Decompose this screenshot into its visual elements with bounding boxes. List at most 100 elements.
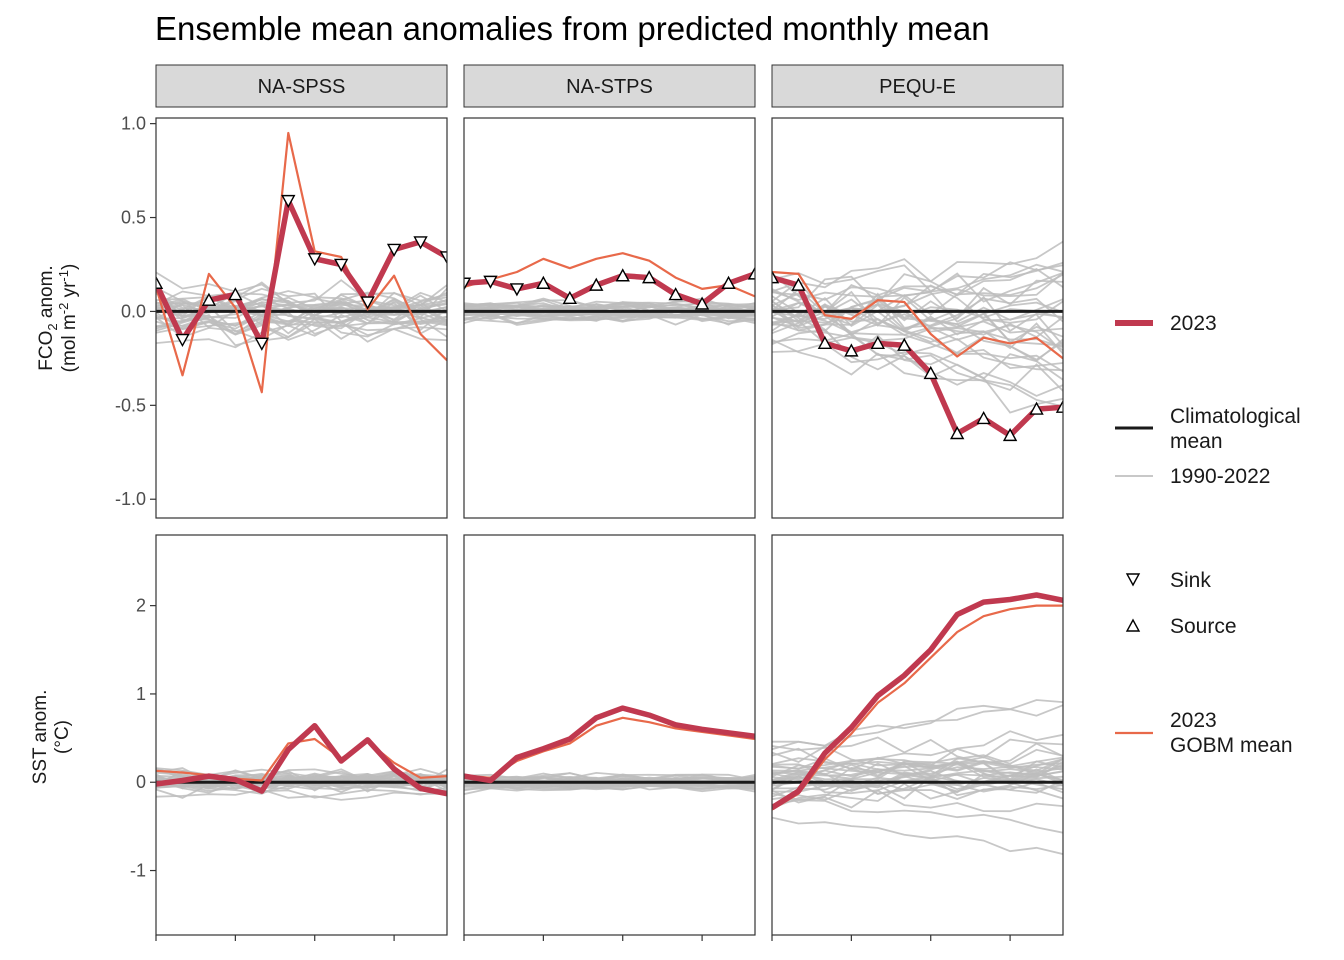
svg-text:FCO2 anom.: FCO2 anom. xyxy=(36,265,60,370)
source-marker xyxy=(791,277,806,291)
background-year-line xyxy=(772,779,1063,809)
background-year-line xyxy=(772,738,1063,786)
background-year-line xyxy=(772,799,1063,834)
sink-marker xyxy=(483,275,498,289)
svg-text:(mol m-2 yr-1): (mol m-2 yr-1) xyxy=(56,264,80,373)
background-year-line xyxy=(772,338,1063,408)
source-marker xyxy=(747,266,755,280)
fco2-unit-prefix: (mol m xyxy=(59,314,80,372)
sink-marker xyxy=(439,251,447,265)
source-marker xyxy=(228,287,243,301)
background-year-line xyxy=(772,267,1063,312)
legend-sink-label: Sink xyxy=(1170,569,1211,592)
fco2-unit-sup1: -2 xyxy=(56,303,71,315)
panel-border xyxy=(771,534,1064,936)
background-year-line xyxy=(464,772,755,781)
series-2023-line xyxy=(772,274,1063,439)
source-marker xyxy=(721,275,736,289)
panel-na-stps-fco2 xyxy=(463,117,756,519)
gobm-mean-line xyxy=(464,252,755,298)
source-marker xyxy=(668,287,683,301)
source-marker xyxy=(870,335,885,350)
source-marker xyxy=(536,275,551,289)
background-year-line xyxy=(156,290,447,317)
legend-climatology-label-2: mean xyxy=(1170,430,1223,453)
background-year-line xyxy=(772,292,1063,329)
source-marker xyxy=(817,335,833,350)
background-year-line xyxy=(772,816,1063,855)
background-year-line xyxy=(156,311,447,335)
panel-na-stps-sst xyxy=(463,534,756,936)
background-year-line xyxy=(772,301,1063,331)
legend-gobm-label-1: 2023 xyxy=(1170,709,1217,732)
strip-na-stps-label: NA-STPS xyxy=(566,76,653,98)
panel-border xyxy=(155,117,448,519)
sink-marker xyxy=(254,337,269,351)
source-marker xyxy=(589,277,604,291)
fco2-title-prefix: FCO xyxy=(36,331,57,371)
fco2-unit-mid: yr xyxy=(59,281,80,303)
fco2-title-sub: 2 xyxy=(45,323,60,330)
legend-gobm-label-2: GOBM mean xyxy=(1170,734,1293,757)
source-marker xyxy=(976,411,991,425)
y-tick-label: 0.5 xyxy=(121,208,146,228)
strip-na-spss-label: NA-SPSS xyxy=(258,76,346,98)
source-marker xyxy=(642,270,657,284)
sst-title: SST anom. xyxy=(30,690,51,785)
sst-axis-title: SST anom. (°C) xyxy=(30,690,73,785)
strip-pequ-e-box xyxy=(771,64,1064,108)
legend-climatology-label-1: Climatological xyxy=(1170,405,1301,428)
x-axis-ticks xyxy=(155,935,1011,941)
strip-pequ-e-label: PEQU-E xyxy=(879,76,956,98)
source-marker xyxy=(897,337,912,351)
panel-border xyxy=(771,117,1064,519)
source-marker xyxy=(615,268,630,282)
background-year-line xyxy=(156,300,447,331)
background-year-line xyxy=(156,271,447,311)
fco2-axis-title: FCO2 anom. (mol m-2 yr-1) xyxy=(36,264,80,373)
sink-marker xyxy=(386,243,402,257)
y-tick-label: 1.0 xyxy=(121,114,146,134)
sst-unit: (°C) xyxy=(52,720,73,754)
panel-na-spss-fco2 xyxy=(155,117,448,519)
sink-marker xyxy=(509,283,525,297)
fco2-unit-sup2: -1 xyxy=(56,270,71,282)
fco2-unit-suffix: ) xyxy=(59,264,80,270)
source-marker xyxy=(1002,427,1018,442)
source-marker xyxy=(1029,401,1044,415)
series-2023-line xyxy=(464,271,755,307)
legend-sink-icon xyxy=(1125,573,1141,587)
panels xyxy=(155,117,1064,936)
fco2-title-suffix: anom. xyxy=(36,265,57,323)
background-year-line xyxy=(772,699,1063,751)
background-year-line xyxy=(772,779,1063,800)
background-year-line xyxy=(156,316,447,342)
source-marker xyxy=(156,275,164,289)
legend-source-label: Source xyxy=(1170,615,1237,638)
y-tick-label: 2 xyxy=(136,596,146,616)
sink-marker xyxy=(464,277,472,291)
panel-plot-area xyxy=(464,252,755,326)
legend-2023-label: 2023 xyxy=(1170,312,1217,335)
y-tick-label: -0.5 xyxy=(115,395,146,415)
source-marker xyxy=(562,290,577,304)
source-marker xyxy=(201,292,217,306)
source-marker xyxy=(772,270,780,284)
panel-border xyxy=(463,534,756,936)
legend: 2023 Climatological mean 1990-2022 Sink … xyxy=(1115,312,1301,757)
source-marker xyxy=(844,343,859,357)
sink-marker xyxy=(281,194,296,209)
gobm-mean-line xyxy=(772,604,1063,811)
panel-plot-area xyxy=(772,592,1063,855)
background-year-line xyxy=(772,332,1063,397)
source-marker xyxy=(923,365,938,380)
panel-border xyxy=(155,534,448,936)
background-year-line xyxy=(772,761,1063,776)
legend-source-icon xyxy=(1125,618,1141,632)
facet-strips: NA-SPSS NA-STPS PEQU-E xyxy=(155,64,1064,108)
y-axis-ticks: 1.0 0.5 0.0 -0.5 -1.0 2 1 0 -1 xyxy=(115,114,156,881)
panel-na-spss-sst xyxy=(155,534,448,936)
panel-plot-area xyxy=(156,131,447,394)
background-year-line xyxy=(772,760,1063,782)
